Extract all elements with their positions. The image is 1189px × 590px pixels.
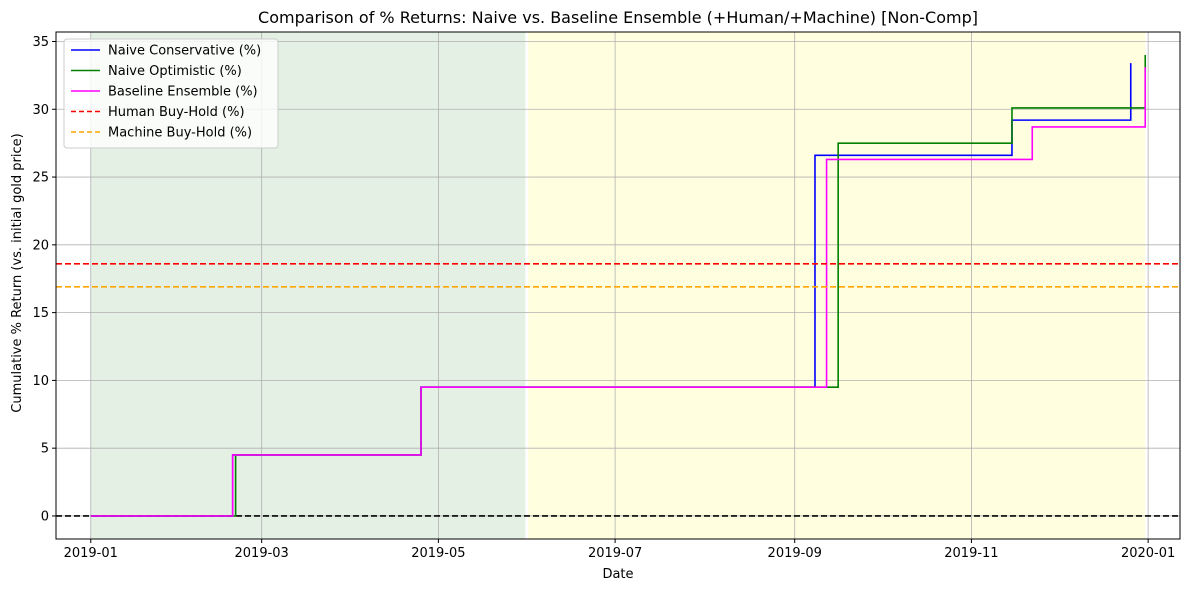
- x-axis-ticks: 2019-01 2019-03 2019-05 2019-07 2019-09 2019-…: [64, 539, 1175, 561]
- x-tick-label: 2019-01: [64, 546, 118, 561]
- legend-label: Human Buy-Hold (%): [108, 105, 245, 120]
- x-tick-label: 2019-03: [235, 546, 289, 561]
- y-tick-label: 15: [32, 306, 49, 321]
- y-tick-label: 0: [41, 509, 49, 524]
- legend-box: [63, 38, 279, 149]
- y-tick-label: 25: [32, 171, 49, 186]
- legend-label: Machine Buy-Hold (%): [108, 126, 252, 141]
- y-axis-ticks: 0 5 10 15 20 25 30 35: [32, 35, 56, 524]
- y-tick-label: 5: [41, 442, 49, 457]
- x-tick-label: 2019-09: [768, 546, 822, 561]
- y-tick-label: 30: [32, 103, 49, 118]
- x-tick-label: 2020-01: [1121, 546, 1175, 561]
- series-lines: [56, 55, 1180, 517]
- x-tick-label: 2019-05: [411, 546, 465, 561]
- legend: Naive Conservative (%) Naive Optimistic (…: [63, 38, 279, 149]
- x-tick-label: 2019-11: [944, 546, 998, 561]
- y-axis-label: Cumulative % Return (vs. initial gold pr…: [10, 133, 25, 412]
- x-tick-label: 2019-07: [588, 546, 642, 561]
- y-tick-label: 35: [32, 35, 49, 50]
- series-line-1: [90, 55, 1147, 517]
- shaded-region-1: [528, 32, 1146, 539]
- legend-label: Baseline Ensemble (%): [108, 85, 258, 100]
- x-axis-label: Date: [602, 567, 633, 582]
- legend-label: Naive Conservative (%): [108, 44, 261, 59]
- y-tick-label: 20: [32, 238, 49, 253]
- legend-label: Naive Optimistic (%): [108, 64, 242, 79]
- series-line-2: [90, 67, 1147, 517]
- period-shading: [90, 32, 1146, 539]
- plot-frame: [55, 31, 1181, 540]
- chart-title: Comparison of % Returns: Naive vs. Basel…: [258, 8, 978, 27]
- y-tick-label: 10: [32, 374, 49, 389]
